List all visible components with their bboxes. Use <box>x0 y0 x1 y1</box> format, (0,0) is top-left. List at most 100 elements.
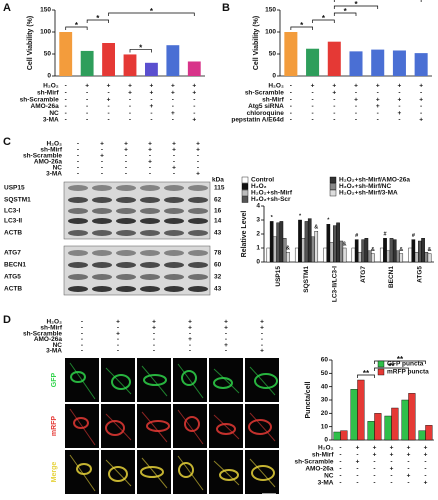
condition-mark: - <box>424 473 426 480</box>
bar <box>333 431 341 441</box>
condition-mark: - <box>173 171 175 178</box>
condition-mark: - <box>373 459 375 466</box>
image-row-label: GFP <box>51 372 58 387</box>
cell-process <box>213 460 240 486</box>
bar <box>379 247 384 263</box>
cell-process <box>249 366 276 396</box>
condition-label: H₂O₂ <box>318 445 334 452</box>
condition-mark: + <box>124 147 128 154</box>
condition-mark: + <box>192 83 196 90</box>
cell-process <box>249 458 276 488</box>
condition-mark: - <box>173 153 175 160</box>
condition-mark: - <box>153 336 155 343</box>
condition-mark: - <box>77 159 79 166</box>
condition-label: sh-Mirf <box>262 96 285 103</box>
condition-mark: + <box>260 319 264 326</box>
condition-mark: - <box>355 90 357 97</box>
condition-mark: - <box>420 110 422 117</box>
condition-mark: - <box>77 147 79 154</box>
cell-body <box>143 374 167 386</box>
condition-label: chloroquine <box>247 110 285 117</box>
condition-mark: - <box>81 342 83 349</box>
condition-label: sh-Mirf <box>312 452 335 459</box>
protein-label: ACTB <box>4 230 22 237</box>
condition-mark: - <box>197 159 199 166</box>
bar <box>350 389 358 441</box>
significance-bracket <box>374 367 409 371</box>
bar <box>340 430 348 441</box>
condition-mark: - <box>86 90 88 97</box>
condition-mark: + <box>224 342 228 349</box>
cell-process <box>213 368 240 394</box>
x-tick-label: SQSTM1 <box>303 266 310 293</box>
protein-label: ATG5 <box>4 274 21 281</box>
condition-mark: + <box>356 459 360 466</box>
condition-mark: + <box>356 445 360 452</box>
bar <box>349 51 363 76</box>
bar-annotation: & <box>286 246 290 252</box>
legend-swatch <box>241 176 249 184</box>
condition-mark: - <box>65 83 67 90</box>
condition-mark: - <box>77 171 79 178</box>
bar-annotation: & <box>314 225 318 231</box>
bar <box>314 230 319 263</box>
condition-mark: + <box>152 325 156 332</box>
bar <box>323 247 327 263</box>
condition-mark: + <box>192 90 196 97</box>
condition-mark: - <box>356 452 358 459</box>
condition-mark: - <box>125 171 127 178</box>
blot-band <box>140 250 160 256</box>
significance-label: ** <box>397 355 404 364</box>
significance-bracket <box>290 26 313 30</box>
kda-label: 60 <box>214 262 222 269</box>
condition-mark: - <box>193 103 195 110</box>
condition-mark: - <box>125 153 127 160</box>
condition-mark: - <box>311 110 313 117</box>
bar <box>269 221 274 263</box>
legend-swatch <box>241 189 249 197</box>
bar <box>327 41 341 76</box>
significance-label: * <box>300 21 304 30</box>
image-row-label: Merge <box>51 462 58 483</box>
blot-membrane <box>63 245 211 296</box>
significance-label: * <box>344 7 348 16</box>
condition-mark: - <box>77 153 79 160</box>
significance-label: * <box>376 0 380 2</box>
cell-body <box>178 462 194 478</box>
y-tick-label: 4 <box>256 203 260 210</box>
condition-mark: - <box>356 473 358 480</box>
condition-mark: - <box>333 103 335 110</box>
condition-mark: - <box>86 110 88 117</box>
y-axis-label: Cell Viability (%) <box>27 16 34 70</box>
significance-bracket <box>65 26 88 30</box>
condition-label: AMO-26a <box>305 466 334 473</box>
cell-process <box>249 412 276 442</box>
condition-mark: - <box>290 96 292 103</box>
condition-mark: - <box>101 165 103 172</box>
condition-mark: - <box>129 117 131 124</box>
condition-mark: + <box>172 147 176 154</box>
bar-annotation: & <box>343 241 347 247</box>
condition-mark: - <box>81 325 83 332</box>
blot-band <box>188 274 208 280</box>
condition-mark: - <box>290 83 292 90</box>
kda-label: 78 <box>214 250 222 257</box>
legend-label: H₂O₂+sh-Mirf <box>251 190 293 197</box>
condition-mark: + <box>100 153 104 160</box>
cell-body <box>140 466 164 478</box>
condition-mark: + <box>332 90 336 97</box>
condition-mark: - <box>149 171 151 178</box>
blot-band <box>188 218 208 224</box>
bar <box>401 399 409 441</box>
condition-mark: - <box>398 90 400 97</box>
condition-mark: + <box>260 348 264 355</box>
condition-mark: + <box>196 171 200 178</box>
blot-band <box>116 262 136 268</box>
condition-mark: - <box>149 153 151 160</box>
condition-mark: + <box>224 325 228 332</box>
bar <box>424 251 429 263</box>
significance-bracket <box>108 12 195 16</box>
significance-label: * <box>75 21 79 30</box>
condition-label: sh-Mirf <box>37 90 60 97</box>
cell-process <box>105 459 132 487</box>
